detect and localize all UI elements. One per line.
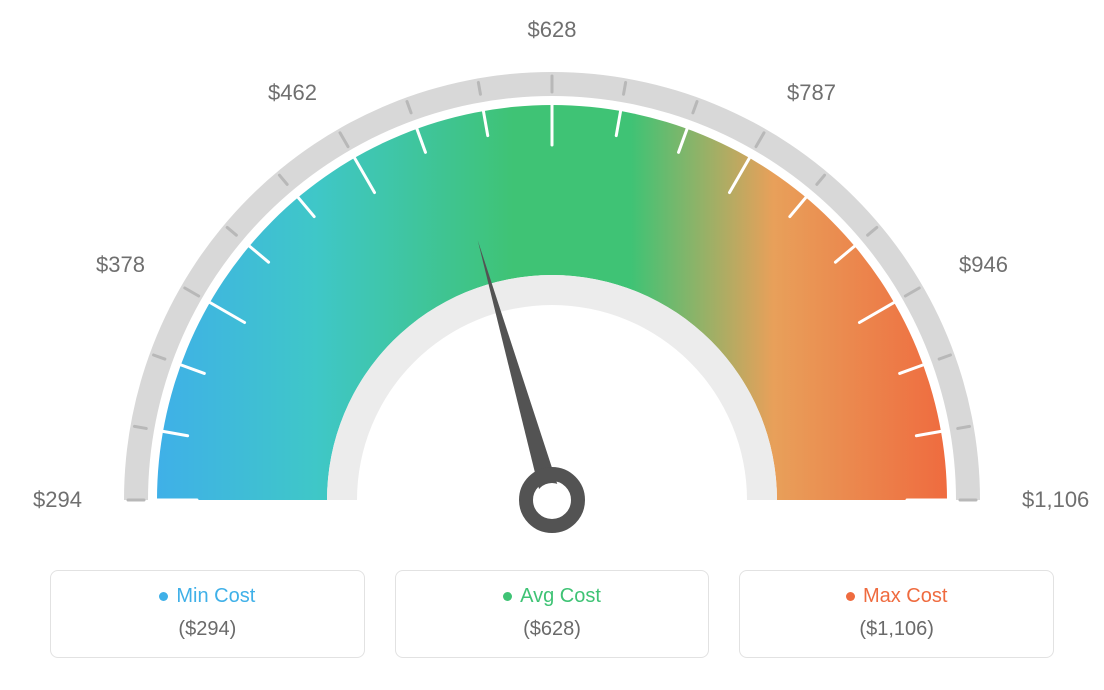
legend-row: Min Cost ($294) Avg Cost ($628) Max Cost… (0, 570, 1104, 658)
gauge-chart: $294 $378 $462 $628 $787 $946 $1,106 (0, 0, 1104, 560)
gauge-tick-label: $628 (528, 17, 577, 42)
gauge-tick-label: $462 (268, 80, 317, 105)
legend-title-max: Max Cost (846, 585, 947, 608)
gauge-tick-label: $294 (33, 487, 82, 512)
legend-card-max: Max Cost ($1,106) (739, 570, 1054, 658)
legend-title-avg: Avg Cost (503, 585, 601, 608)
legend-title-min: Min Cost (159, 585, 255, 608)
gauge-tick-label: $378 (96, 252, 145, 277)
legend-label: Avg Cost (520, 585, 601, 608)
legend-value: ($1,106) (750, 618, 1043, 641)
gauge-tick-label: $787 (787, 80, 836, 105)
legend-label: Min Cost (176, 585, 255, 608)
gauge-svg: $294 $378 $462 $628 $787 $946 $1,106 (0, 0, 1104, 560)
legend-card-min: Min Cost ($294) (50, 570, 365, 658)
legend-label: Max Cost (863, 585, 947, 608)
dot-icon (159, 592, 168, 601)
gauge-tick-label: $1,106 (1022, 487, 1089, 512)
dot-icon (846, 592, 855, 601)
gauge-hub-inner (535, 483, 569, 517)
dot-icon (503, 592, 512, 601)
legend-value: ($294) (61, 618, 354, 641)
legend-value: ($628) (406, 618, 699, 641)
legend-card-avg: Avg Cost ($628) (395, 570, 710, 658)
gauge-tick-label: $946 (959, 252, 1008, 277)
